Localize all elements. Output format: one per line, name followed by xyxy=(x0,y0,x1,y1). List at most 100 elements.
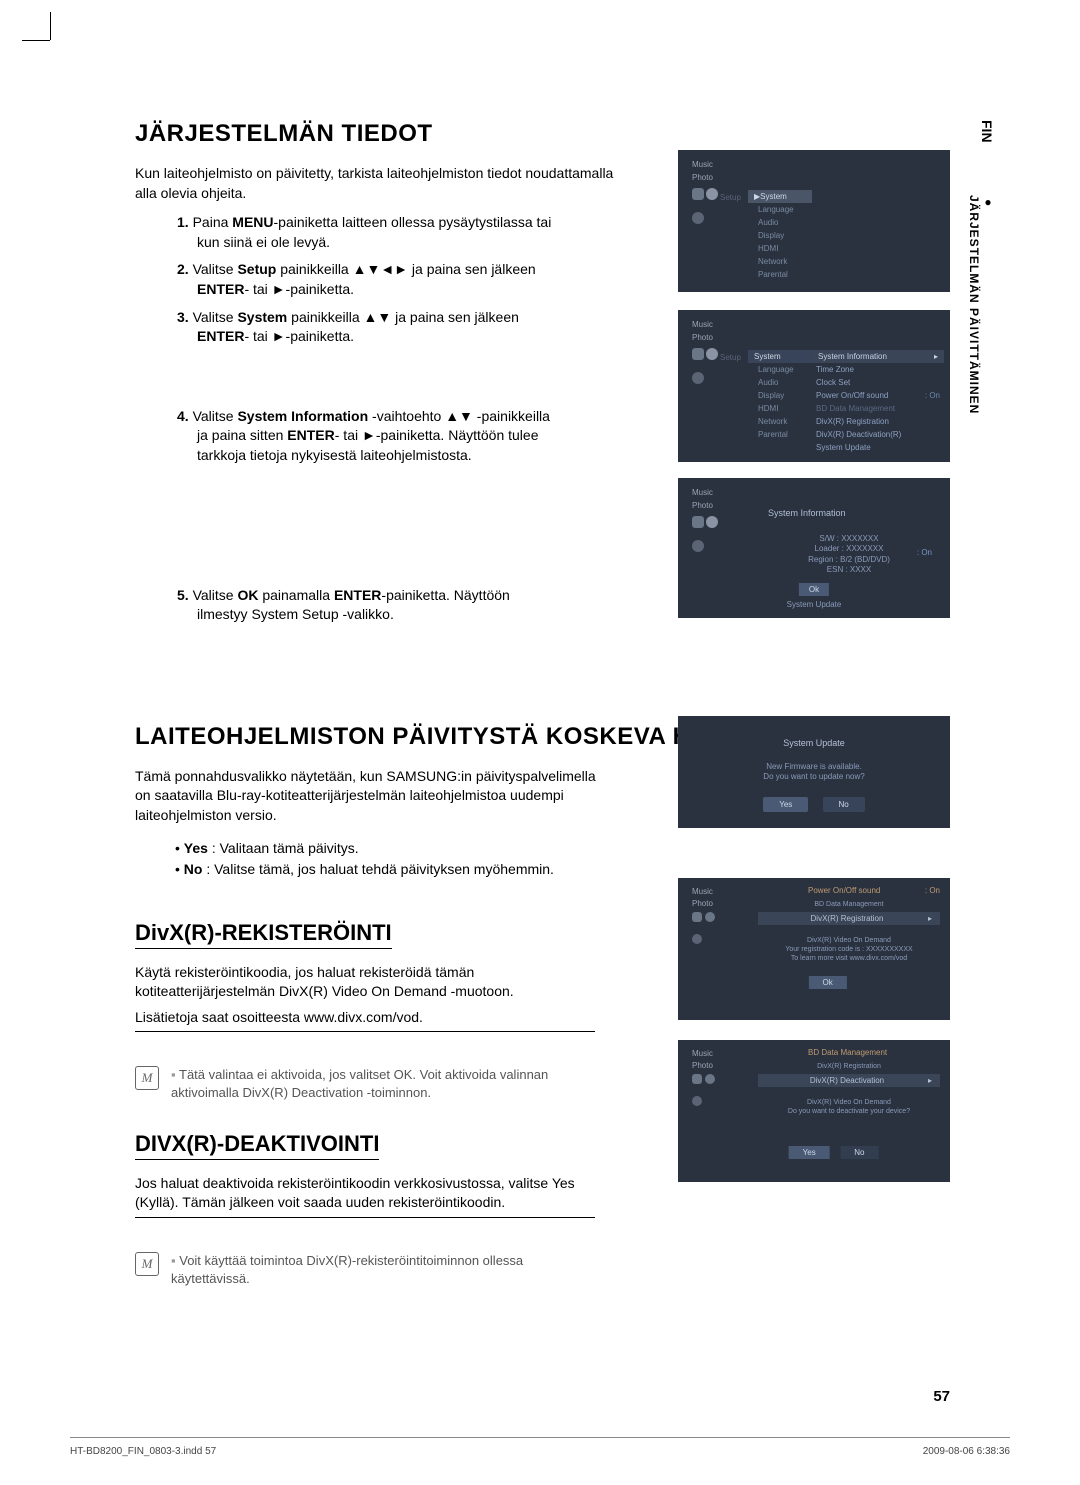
ok-button: Ok xyxy=(808,976,846,989)
menu-item: HDMI xyxy=(752,242,812,255)
heading-system-info: JÄRJESTELMÄN TIEDOT xyxy=(135,120,965,148)
step-bold: ENTER xyxy=(334,587,381,603)
step-text: Valitse xyxy=(193,261,238,277)
chevron-right-icon: ▸ xyxy=(928,1076,932,1085)
note-box: M Voit käyttää toimintoa DivX(R)-rekiste… xyxy=(135,1238,595,1288)
bullet-yes: • Yes : Valitaan tämä päivitys. xyxy=(175,838,965,859)
gear-icon xyxy=(706,516,718,528)
step-number: 1. xyxy=(177,214,189,230)
right-item: Clock Set xyxy=(812,376,944,389)
screenshot-setup-menu: Music Photo Setup ▶System Language Audio… xyxy=(678,150,950,292)
sb-photo: Photo xyxy=(692,1061,752,1070)
value: : On xyxy=(925,391,940,400)
label: DivX(R) Deactivation xyxy=(810,1076,884,1085)
screenshot-update-popup: System Update New Firmware is available.… xyxy=(678,716,950,828)
label: Power On/Off sound xyxy=(816,391,888,400)
top-bar: BD Data Management xyxy=(808,1048,940,1057)
sb-music: Music xyxy=(692,887,752,896)
heading-divx-registration: DivX(R)-REKISTERÖINTI xyxy=(135,920,392,949)
band-sub: BD Data Management xyxy=(758,900,940,909)
sb-photo: Photo xyxy=(692,501,752,510)
text: : Valitse tämä, jos haluat tehdä päivity… xyxy=(202,861,553,877)
step-bold: System Information xyxy=(237,408,368,424)
popup-title: System Information xyxy=(768,508,846,518)
step-4: 4. Valitse System Information -vaihtoeht… xyxy=(135,407,555,466)
top-bar: Power On/Off sound: On xyxy=(808,886,940,895)
screenshot-system-submenu: Music Photo Setup System Language Audio … xyxy=(678,310,950,462)
step-text: Valitse xyxy=(193,587,238,603)
divider xyxy=(135,1031,595,1032)
menu-system: System xyxy=(748,350,812,363)
step-number: 3. xyxy=(177,309,189,325)
gear-icon xyxy=(706,348,718,360)
center-message: DivX(R) Video On Demand Do you want to d… xyxy=(758,1098,940,1116)
label: BD Data Management xyxy=(808,1048,887,1057)
sb-music: Music xyxy=(692,1049,752,1058)
step-bold: System xyxy=(237,309,287,325)
menu-item: HDMI xyxy=(752,402,812,415)
step-3: 3. Valitse System painikkeilla ▲▼ ja pai… xyxy=(135,308,555,347)
return-icon xyxy=(692,372,704,384)
step-bold: OK xyxy=(237,587,258,603)
label: No xyxy=(184,861,203,877)
no-button: No xyxy=(840,1146,878,1159)
gallery-icon xyxy=(692,912,702,922)
gallery-icon xyxy=(692,1074,702,1084)
system-info-lines: S/W : XXXXXXX Loader : XXXXXXX Region : … xyxy=(778,534,920,576)
menu-item: Audio xyxy=(752,376,812,389)
note-icon: M xyxy=(135,1066,159,1090)
bullet-no: • No : Valitse tämä, jos haluat tehdä pä… xyxy=(175,859,965,880)
return-icon xyxy=(692,540,704,552)
yes-button: Yes xyxy=(789,1146,830,1159)
step-text: painikkeilla ▲▼◄► ja paina sen jälkeen xyxy=(276,261,535,277)
popup-title: System Update xyxy=(678,738,950,748)
gallery-icon xyxy=(692,188,704,200)
label: DivX(R) Registration xyxy=(811,914,884,923)
chevron-right-icon: ▸ xyxy=(934,352,938,361)
label: System Information xyxy=(818,352,887,361)
gallery-icon xyxy=(692,348,704,360)
screenshot-divx-deactivation: Music Photo BD Data Management DivX(R) R… xyxy=(678,1040,950,1182)
menu-item: Parental xyxy=(752,268,812,281)
gallery-icon xyxy=(692,516,704,528)
right-item: DivX(R) Registration xyxy=(812,415,944,428)
gear-icon xyxy=(706,188,718,200)
step-2: 2. Valitse Setup painikkeilla ▲▼◄► ja pa… xyxy=(135,260,555,299)
screenshot-system-information: Music Photo System Information S/W : XXX… xyxy=(678,478,950,618)
right-item: Time Zone xyxy=(812,363,944,376)
gear-icon xyxy=(705,1074,715,1084)
step-text: Paina xyxy=(193,214,233,230)
sb-setup: Setup xyxy=(720,193,741,202)
sb-photo: Photo xyxy=(692,173,752,182)
return-icon xyxy=(692,934,702,944)
right-item: BD Data Management xyxy=(812,402,944,415)
sb-music: Music xyxy=(692,488,752,497)
value: : On xyxy=(925,886,940,895)
heading-divx-deactivation: DIVX(R)-DEAKTIVOINTI xyxy=(135,1131,379,1160)
return-icon xyxy=(692,212,704,224)
menu-item: Language xyxy=(752,203,812,216)
step-bold: ENTER xyxy=(287,427,334,443)
step-text: painamalla xyxy=(258,587,334,603)
menu-item: Display xyxy=(752,389,812,402)
sb-photo: Photo xyxy=(692,333,752,342)
page-number: 57 xyxy=(933,1388,950,1405)
menu-item: Language xyxy=(752,363,812,376)
step-number: 4. xyxy=(177,408,189,424)
intro-paragraph: Kun laiteohjelmisto on päivitetty, tarki… xyxy=(135,164,615,203)
footer-file: HT-BD8200_FIN_0803-3.indd 57 xyxy=(70,1446,216,1457)
step-1: 1. Paina MENU-painiketta laitteen olless… xyxy=(135,213,555,252)
step-text: painikkeilla ▲▼ ja paina sen jälkeen xyxy=(287,309,519,325)
footer-timestamp: 2009-08-06 6:38:36 xyxy=(923,1446,1010,1457)
menu-item: Network xyxy=(752,415,812,428)
menu-item: Parental xyxy=(752,428,812,441)
step-text: - tai ►-painiketta. xyxy=(244,328,354,344)
no-button: No xyxy=(823,797,865,812)
right-item: System Update xyxy=(812,441,944,454)
note-icon: M xyxy=(135,1252,159,1276)
step-bold: MENU xyxy=(232,214,273,230)
step-number: 5. xyxy=(177,587,189,603)
step-text: Valitse xyxy=(193,309,238,325)
menu-item: Display xyxy=(752,229,812,242)
right-item-value: Power On/Off sound : On xyxy=(812,389,944,402)
